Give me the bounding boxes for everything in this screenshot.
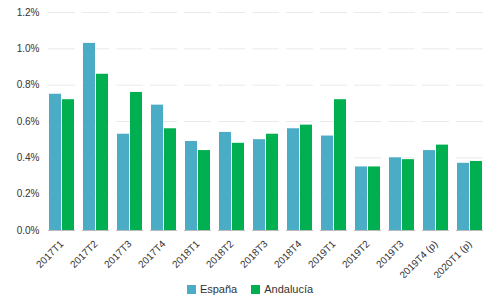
svg-text:2017T4: 2017T4: [136, 238, 168, 270]
svg-text:1.2%: 1.2%: [17, 7, 40, 18]
svg-text:2018T1: 2018T1: [170, 238, 202, 270]
svg-text:2018T4: 2018T4: [272, 238, 304, 270]
svg-text:2020T1 (p): 2020T1 (p): [431, 238, 473, 278]
svg-text:2019T3: 2019T3: [374, 238, 406, 270]
svg-text:2017T3: 2017T3: [102, 238, 134, 270]
svg-text:0.4%: 0.4%: [17, 152, 40, 163]
svg-text:0.2%: 0.2%: [17, 188, 40, 199]
svg-text:0.8%: 0.8%: [17, 79, 40, 90]
svg-text:2018T2: 2018T2: [204, 238, 236, 270]
svg-text:1.0%: 1.0%: [17, 43, 40, 54]
svg-text:2017T2: 2017T2: [68, 238, 100, 270]
svg-text:0.6%: 0.6%: [17, 116, 40, 127]
svg-text:2019T1: 2019T1: [306, 238, 338, 270]
svg-text:2019T2: 2019T2: [340, 238, 372, 270]
svg-text:2018T3: 2018T3: [238, 238, 270, 270]
html-text:Andalucía: Andalucía: [264, 283, 314, 295]
svg-text:0.0%: 0.0%: [17, 225, 40, 236]
svg-text:2017T1: 2017T1: [34, 238, 66, 270]
html-text:España: España: [199, 283, 238, 295]
